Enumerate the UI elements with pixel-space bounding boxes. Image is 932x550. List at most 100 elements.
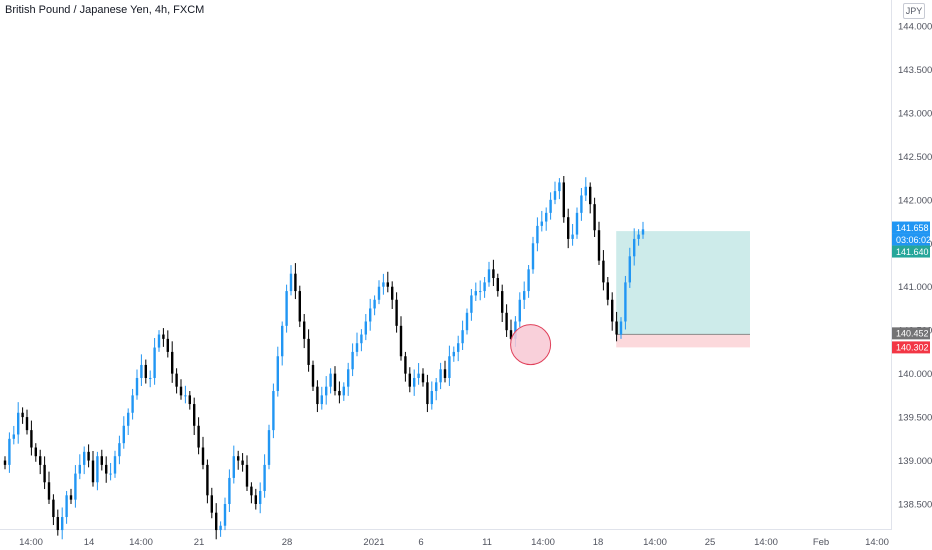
candle: [399, 316, 403, 361]
candle: [452, 346, 455, 362]
candle: [34, 443, 37, 462]
candle-body: [219, 525, 222, 531]
candle-body: [298, 291, 301, 322]
candle: [219, 521, 222, 537]
candle: [171, 341, 174, 383]
candle-body: [118, 443, 121, 457]
y-tick-label: 141.000: [898, 282, 932, 293]
y-tick-label: 139.500: [898, 413, 932, 424]
candle-body: [307, 338, 310, 365]
candle-body: [17, 412, 20, 435]
candle: [122, 416, 125, 449]
candle: [457, 335, 460, 362]
candle: [377, 280, 381, 305]
candle-body: [435, 382, 438, 392]
candle: [43, 456, 46, 490]
candle: [589, 182, 592, 214]
candle: [303, 314, 306, 349]
candle-body: [201, 447, 205, 465]
countdown-tag-bg: [892, 233, 930, 246]
candle: [285, 284, 288, 333]
chart-title: British Pound / Japanese Yen, 4h, FXCM: [5, 4, 205, 16]
candle-body: [144, 364, 147, 378]
candle: [320, 386, 323, 410]
candle: [105, 456, 108, 483]
x-tick-label: Feb: [813, 537, 829, 548]
x-tick-label: 14:00: [531, 537, 555, 548]
candle: [263, 454, 266, 498]
candle: [637, 229, 640, 246]
marker-circle[interactable]: [510, 324, 552, 366]
candle-body: [505, 312, 508, 331]
candle-body: [597, 230, 601, 261]
candle: [549, 192, 552, 220]
target-price-tag-label: 141.640: [896, 247, 929, 257]
candle-body: [122, 425, 125, 444]
currency-badge[interactable]: JPY: [903, 3, 925, 19]
candle: [179, 379, 183, 400]
candle: [602, 250, 605, 291]
candle: [184, 385, 187, 404]
x-tick-label: 6: [418, 537, 423, 548]
candle-body: [237, 456, 240, 461]
candle-body: [127, 412, 130, 426]
candle: [531, 236, 535, 274]
candle: [593, 197, 596, 238]
candle-body: [443, 369, 447, 378]
x-tick-label: 14:00: [129, 537, 153, 548]
candle: [87, 444, 90, 468]
candle-body: [448, 356, 451, 378]
candle-body: [413, 377, 416, 387]
candle: [606, 276, 609, 306]
target-zone[interactable]: [616, 231, 750, 335]
candle-body: [637, 234, 640, 239]
candle: [140, 354, 143, 386]
candle-body: [8, 438, 11, 465]
candle: [633, 228, 636, 266]
y-tick-label: 138.500: [898, 500, 932, 511]
candle-body: [386, 282, 389, 287]
candle: [96, 451, 99, 491]
candle-body: [606, 282, 609, 300]
candle: [628, 247, 631, 288]
candle-body: [206, 464, 209, 496]
candle-body: [69, 495, 73, 500]
candle-body: [584, 186, 587, 196]
stop-zone[interactable]: [616, 334, 750, 348]
candle-body: [531, 243, 535, 270]
candle-body: [52, 499, 55, 518]
candle: [501, 284, 504, 323]
candle: [540, 210, 543, 232]
price-axis[interactable]: 144.000143.500143.000142.500142.000141.5…: [898, 22, 932, 511]
candle-body: [457, 343, 460, 352]
candle-body: [162, 334, 165, 339]
x-tick-label: 18: [593, 537, 604, 548]
candle-body: [567, 217, 570, 239]
x-tick-label: 25: [705, 537, 716, 548]
candle-body: [615, 321, 618, 335]
candle: [536, 217, 539, 252]
candle: [584, 177, 587, 202]
candle: [311, 360, 315, 392]
candle: [3, 456, 7, 470]
time-axis[interactable]: 14:00 14 14:00 21 28 2021 6 11 14:00 18 14:00 25 14:…: [19, 537, 889, 548]
candle: [237, 450, 240, 470]
candle-body: [193, 404, 196, 426]
candle: [8, 432, 11, 473]
candle-body: [78, 464, 81, 474]
candle: [47, 471, 51, 504]
candle-body: [483, 282, 486, 292]
current-price-tag-label: 141.658: [896, 223, 929, 233]
candle: [298, 285, 301, 328]
candle: [465, 308, 469, 335]
candle: [404, 351, 407, 382]
y-tick-label: 139.000: [898, 456, 932, 467]
candle-body: [549, 199, 552, 213]
candle-body: [135, 377, 139, 396]
candle-body: [571, 234, 574, 239]
target-price-tag-bg: [892, 245, 930, 258]
candle-body: [34, 447, 37, 457]
candle-body: [536, 225, 539, 244]
